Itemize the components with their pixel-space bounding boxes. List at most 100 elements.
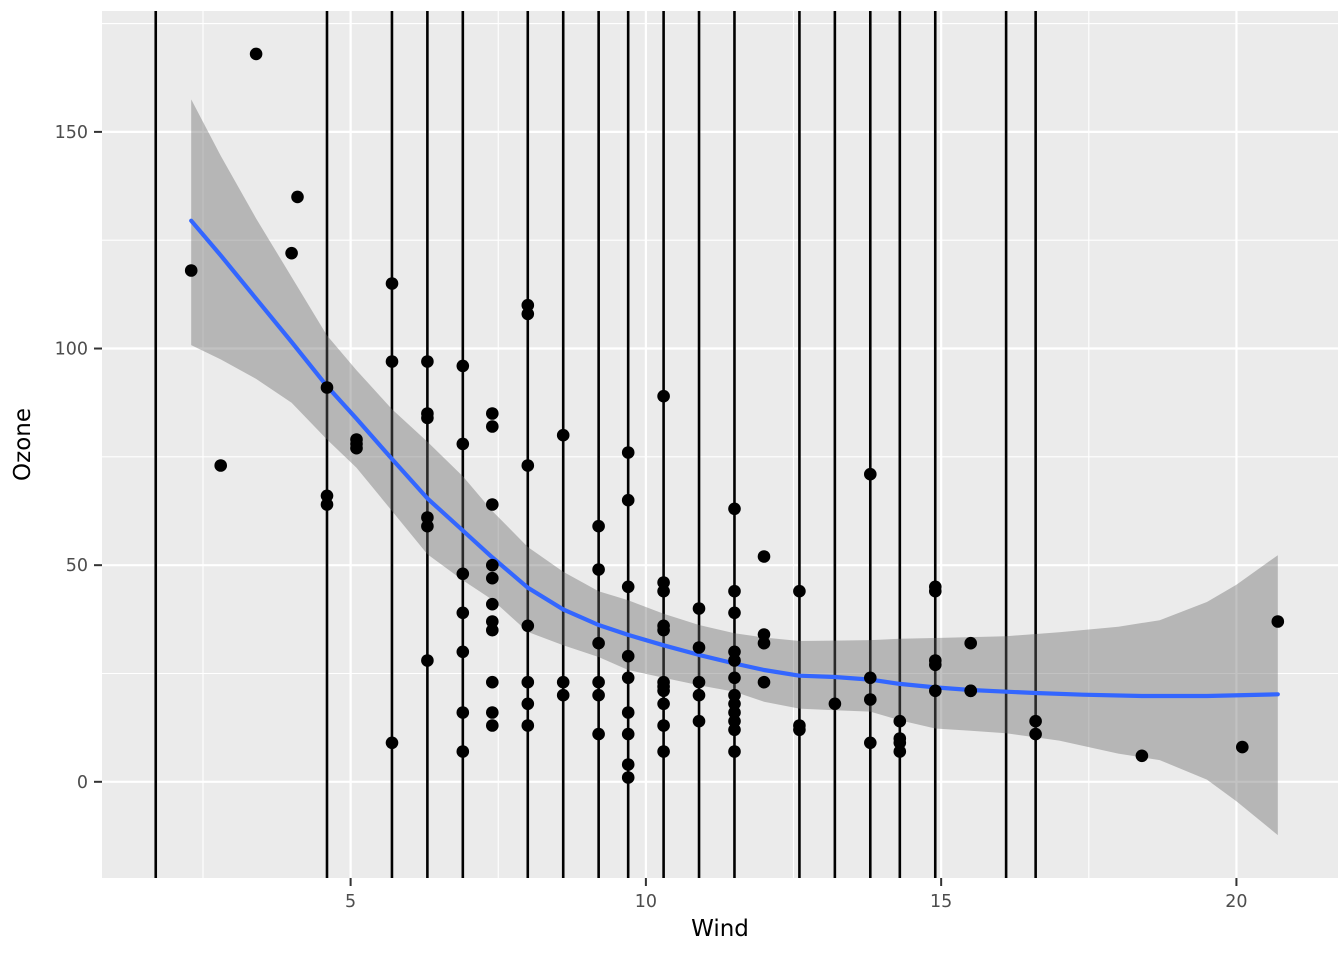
data-point bbox=[320, 381, 334, 394]
data-point bbox=[893, 745, 907, 758]
data-point bbox=[657, 745, 670, 758]
data-point bbox=[486, 719, 499, 732]
data-point bbox=[692, 675, 706, 689]
data-point bbox=[486, 558, 499, 572]
data-point bbox=[757, 628, 771, 641]
x-tick-label: 5 bbox=[345, 892, 356, 912]
data-point bbox=[421, 519, 434, 533]
data-point bbox=[828, 697, 842, 711]
x-tick-label: 20 bbox=[1225, 892, 1247, 912]
data-point bbox=[893, 736, 907, 750]
plot-panel bbox=[102, 11, 1338, 878]
data-point bbox=[592, 688, 605, 702]
confidence-band bbox=[191, 99, 1278, 836]
data-point bbox=[214, 459, 227, 472]
data-point bbox=[556, 688, 570, 702]
data-point bbox=[486, 706, 499, 719]
data-point bbox=[757, 550, 771, 563]
data-point bbox=[1135, 749, 1149, 763]
data-point bbox=[964, 636, 977, 650]
data-point bbox=[456, 645, 470, 659]
data-point bbox=[1236, 740, 1249, 754]
data-point bbox=[421, 355, 434, 368]
data-point bbox=[521, 719, 535, 732]
axes: 5 10 15 20 0 50 100 150 bbox=[55, 123, 1248, 912]
data-point bbox=[421, 511, 434, 524]
x-tick-label: 10 bbox=[635, 892, 657, 912]
data-point bbox=[556, 675, 570, 689]
x-tick-label: 15 bbox=[930, 892, 952, 912]
data-point bbox=[486, 675, 499, 689]
data-point bbox=[592, 563, 605, 576]
data-point bbox=[728, 697, 741, 711]
data-point bbox=[456, 745, 470, 758]
data-point bbox=[456, 359, 470, 373]
y-axis-title: Ozone bbox=[10, 408, 36, 481]
data-point bbox=[521, 298, 535, 312]
data-point bbox=[728, 502, 741, 516]
data-point bbox=[486, 597, 499, 611]
data-point bbox=[350, 441, 363, 455]
x-axis-title: Wind bbox=[691, 916, 749, 942]
data-point bbox=[456, 437, 470, 451]
data-point bbox=[621, 580, 635, 594]
data-point bbox=[657, 584, 670, 598]
data-point bbox=[486, 623, 499, 637]
data-point bbox=[592, 519, 605, 533]
data-point bbox=[757, 636, 771, 650]
data-point bbox=[521, 307, 535, 321]
data-point bbox=[621, 493, 635, 507]
data-point bbox=[692, 688, 706, 702]
smooth-line bbox=[189, 218, 1280, 699]
data-point bbox=[893, 714, 907, 728]
data-point bbox=[864, 693, 877, 706]
data-point bbox=[964, 684, 977, 698]
data-point bbox=[757, 675, 771, 689]
data-point bbox=[864, 671, 877, 685]
data-point bbox=[1029, 727, 1042, 741]
data-point bbox=[621, 649, 635, 663]
data-point bbox=[793, 723, 806, 737]
data-point bbox=[621, 727, 635, 741]
data-point bbox=[621, 771, 635, 784]
data-point bbox=[1271, 615, 1285, 628]
data-point bbox=[556, 428, 570, 442]
data-point bbox=[385, 736, 399, 750]
data-point bbox=[657, 389, 670, 403]
data-point bbox=[291, 190, 304, 204]
data-point bbox=[486, 571, 499, 585]
data-point bbox=[692, 714, 706, 728]
data-point bbox=[249, 47, 263, 61]
data-point bbox=[385, 277, 399, 290]
data-point bbox=[864, 736, 877, 750]
data-point bbox=[521, 697, 535, 711]
data-point bbox=[486, 420, 499, 433]
data-point bbox=[728, 745, 741, 758]
data-point bbox=[728, 584, 741, 598]
data-point bbox=[728, 606, 741, 620]
data-point bbox=[592, 675, 605, 689]
data-point bbox=[456, 606, 470, 620]
data-point bbox=[320, 498, 334, 511]
data-point bbox=[385, 355, 399, 368]
data-point bbox=[692, 641, 706, 654]
data-point bbox=[621, 758, 635, 771]
data-point bbox=[592, 636, 605, 650]
data-point bbox=[320, 489, 334, 503]
data-point bbox=[1029, 714, 1042, 728]
data-point bbox=[657, 576, 670, 589]
data-point bbox=[929, 684, 942, 698]
data-point bbox=[521, 459, 535, 472]
data-point bbox=[456, 706, 470, 719]
data-point bbox=[657, 719, 670, 732]
data-point bbox=[486, 615, 499, 628]
data-point bbox=[657, 684, 670, 698]
data-point bbox=[728, 654, 741, 667]
data-point bbox=[728, 706, 741, 719]
data-point bbox=[421, 654, 434, 667]
data-point bbox=[728, 645, 741, 659]
data-point bbox=[592, 727, 605, 741]
data-point bbox=[621, 671, 635, 685]
data-point bbox=[521, 619, 535, 633]
